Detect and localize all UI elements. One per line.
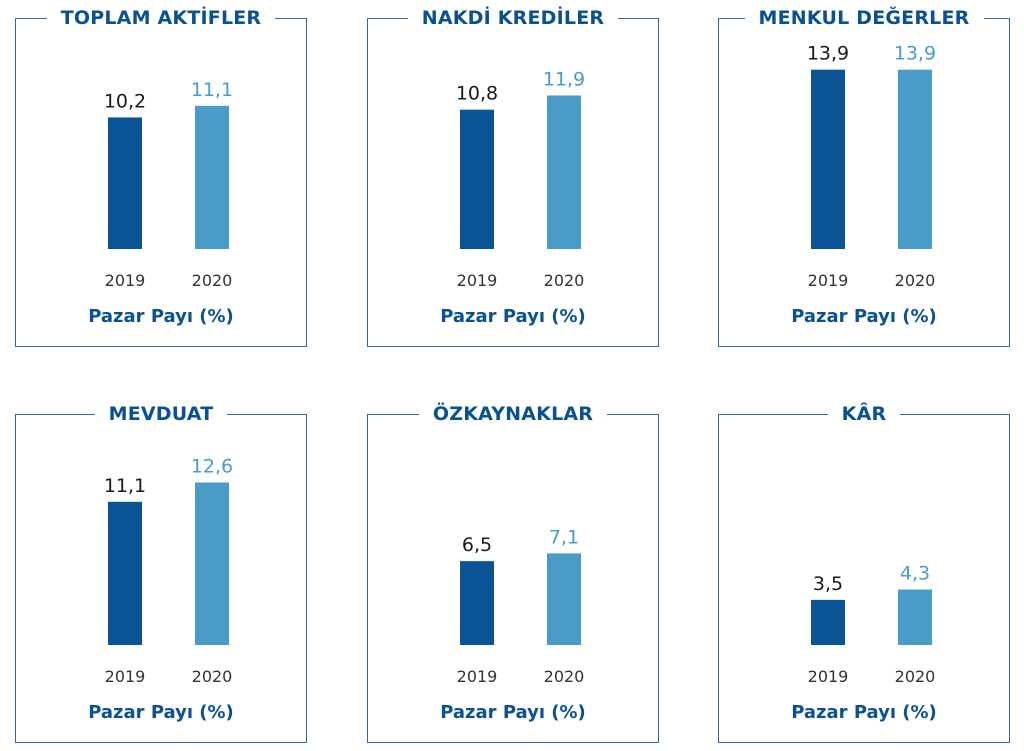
chart-title-text: MENKUL DEĞERLER <box>744 7 984 29</box>
chart-title-text: KÂR <box>827 403 901 425</box>
value-label: 4,3 <box>900 563 930 585</box>
x-tick-label: 2020 <box>192 667 233 686</box>
chart-title: NAKDİ KREDİLER <box>367 5 659 31</box>
bar-2020 <box>547 553 581 645</box>
bar-2020 <box>195 105 229 249</box>
chart-title-text: MEVDUAT <box>94 403 228 425</box>
value-label: 7,1 <box>549 526 579 548</box>
value-label: 11,9 <box>543 68 585 90</box>
x-tick-label: 2020 <box>544 667 585 686</box>
chart-title: TOPLAM AKTİFLER <box>15 5 307 31</box>
bar-2020 <box>195 482 229 645</box>
chart-panel: MEVDUAT 11,1 2019 12,6 2020 Pazar Payı (%) <box>15 403 307 744</box>
chart-panel: ÖZKAYNAKLAR 6,5 2019 7,1 2020 Pazar Payı (%) <box>367 403 659 744</box>
bar-2019 <box>108 117 142 249</box>
bar-chart: 6,5 2019 7,1 2020 <box>457 526 585 686</box>
bar-2019 <box>460 109 494 250</box>
chart-title: MENKUL DEĞERLER <box>718 5 1010 31</box>
x-tick-label: 2020 <box>895 667 936 686</box>
panel-frame <box>15 414 307 743</box>
x-tick-label: 2019 <box>808 271 849 290</box>
value-label: 13,9 <box>807 43 849 65</box>
chart-title: ÖZKAYNAKLAR <box>367 401 659 427</box>
x-tick-label: 2020 <box>192 271 233 290</box>
axis-caption: Pazar Payı (%) <box>88 702 234 723</box>
value-label: 10,8 <box>456 83 498 105</box>
panel-frame <box>15 18 307 347</box>
value-label: 12,6 <box>191 455 233 477</box>
bar-2020 <box>898 589 932 645</box>
x-tick-label: 2020 <box>895 271 936 290</box>
bar-2020 <box>898 69 932 249</box>
x-tick-label: 2020 <box>544 271 585 290</box>
panel-frame <box>718 18 1010 347</box>
bar-chart: 10,2 2019 11,1 2020 <box>104 79 233 290</box>
chart-title-text: ÖZKAYNAKLAR <box>418 403 608 425</box>
chart-panel: NAKDİ KREDİLER 10,8 2019 11,9 2020 Pazar Payı… <box>367 7 659 348</box>
chart-panel: MENKUL DEĞERLER 13,9 2019 13,9 2020 Pazar Pay… <box>718 7 1010 348</box>
bar-2019 <box>811 599 845 645</box>
axis-caption: Pazar Payı (%) <box>440 702 586 723</box>
panel-frame <box>367 18 659 347</box>
chart-title-text: NAKDİ KREDİLER <box>407 7 619 29</box>
panel-frame <box>367 414 659 743</box>
bar-chart: 13,9 2019 13,9 2020 <box>807 43 936 290</box>
bar-2019 <box>460 561 494 645</box>
x-tick-label: 2019 <box>457 271 498 290</box>
value-label: 11,1 <box>191 79 233 101</box>
chart-title: MEVDUAT <box>15 401 307 427</box>
bar-2020 <box>547 95 581 250</box>
chart-title-text: TOPLAM AKTİFLER <box>46 7 276 29</box>
axis-caption: Pazar Payı (%) <box>440 306 586 327</box>
chart-panel: TOPLAM AKTİFLER 10,2 2019 11,1 2020 Pazar Pay… <box>15 7 307 348</box>
x-tick-label: 2019 <box>105 271 146 290</box>
x-tick-label: 2019 <box>457 667 498 686</box>
value-label: 11,1 <box>104 475 146 497</box>
value-label: 6,5 <box>462 534 492 556</box>
panel-frame <box>718 414 1010 743</box>
value-label: 3,5 <box>813 573 843 595</box>
x-tick-label: 2019 <box>105 667 146 686</box>
bar-2019 <box>811 69 845 249</box>
bar-chart: 3,5 2019 4,3 2020 <box>808 563 936 686</box>
value-label: 13,9 <box>894 43 936 65</box>
bar-chart: 11,1 2019 12,6 2020 <box>104 455 233 686</box>
bar-chart: 10,8 2019 11,9 2020 <box>456 68 585 290</box>
axis-caption: Pazar Payı (%) <box>88 306 234 327</box>
chart-panel: KÂR 3,5 2019 4,3 2020 Pazar Payı (%) <box>718 403 1010 744</box>
axis-caption: Pazar Payı (%) <box>791 306 937 327</box>
axis-caption: Pazar Payı (%) <box>791 702 937 723</box>
bar-2019 <box>108 501 142 645</box>
x-tick-label: 2019 <box>808 667 849 686</box>
chart-title: KÂR <box>718 401 1010 427</box>
value-label: 10,2 <box>104 90 146 112</box>
